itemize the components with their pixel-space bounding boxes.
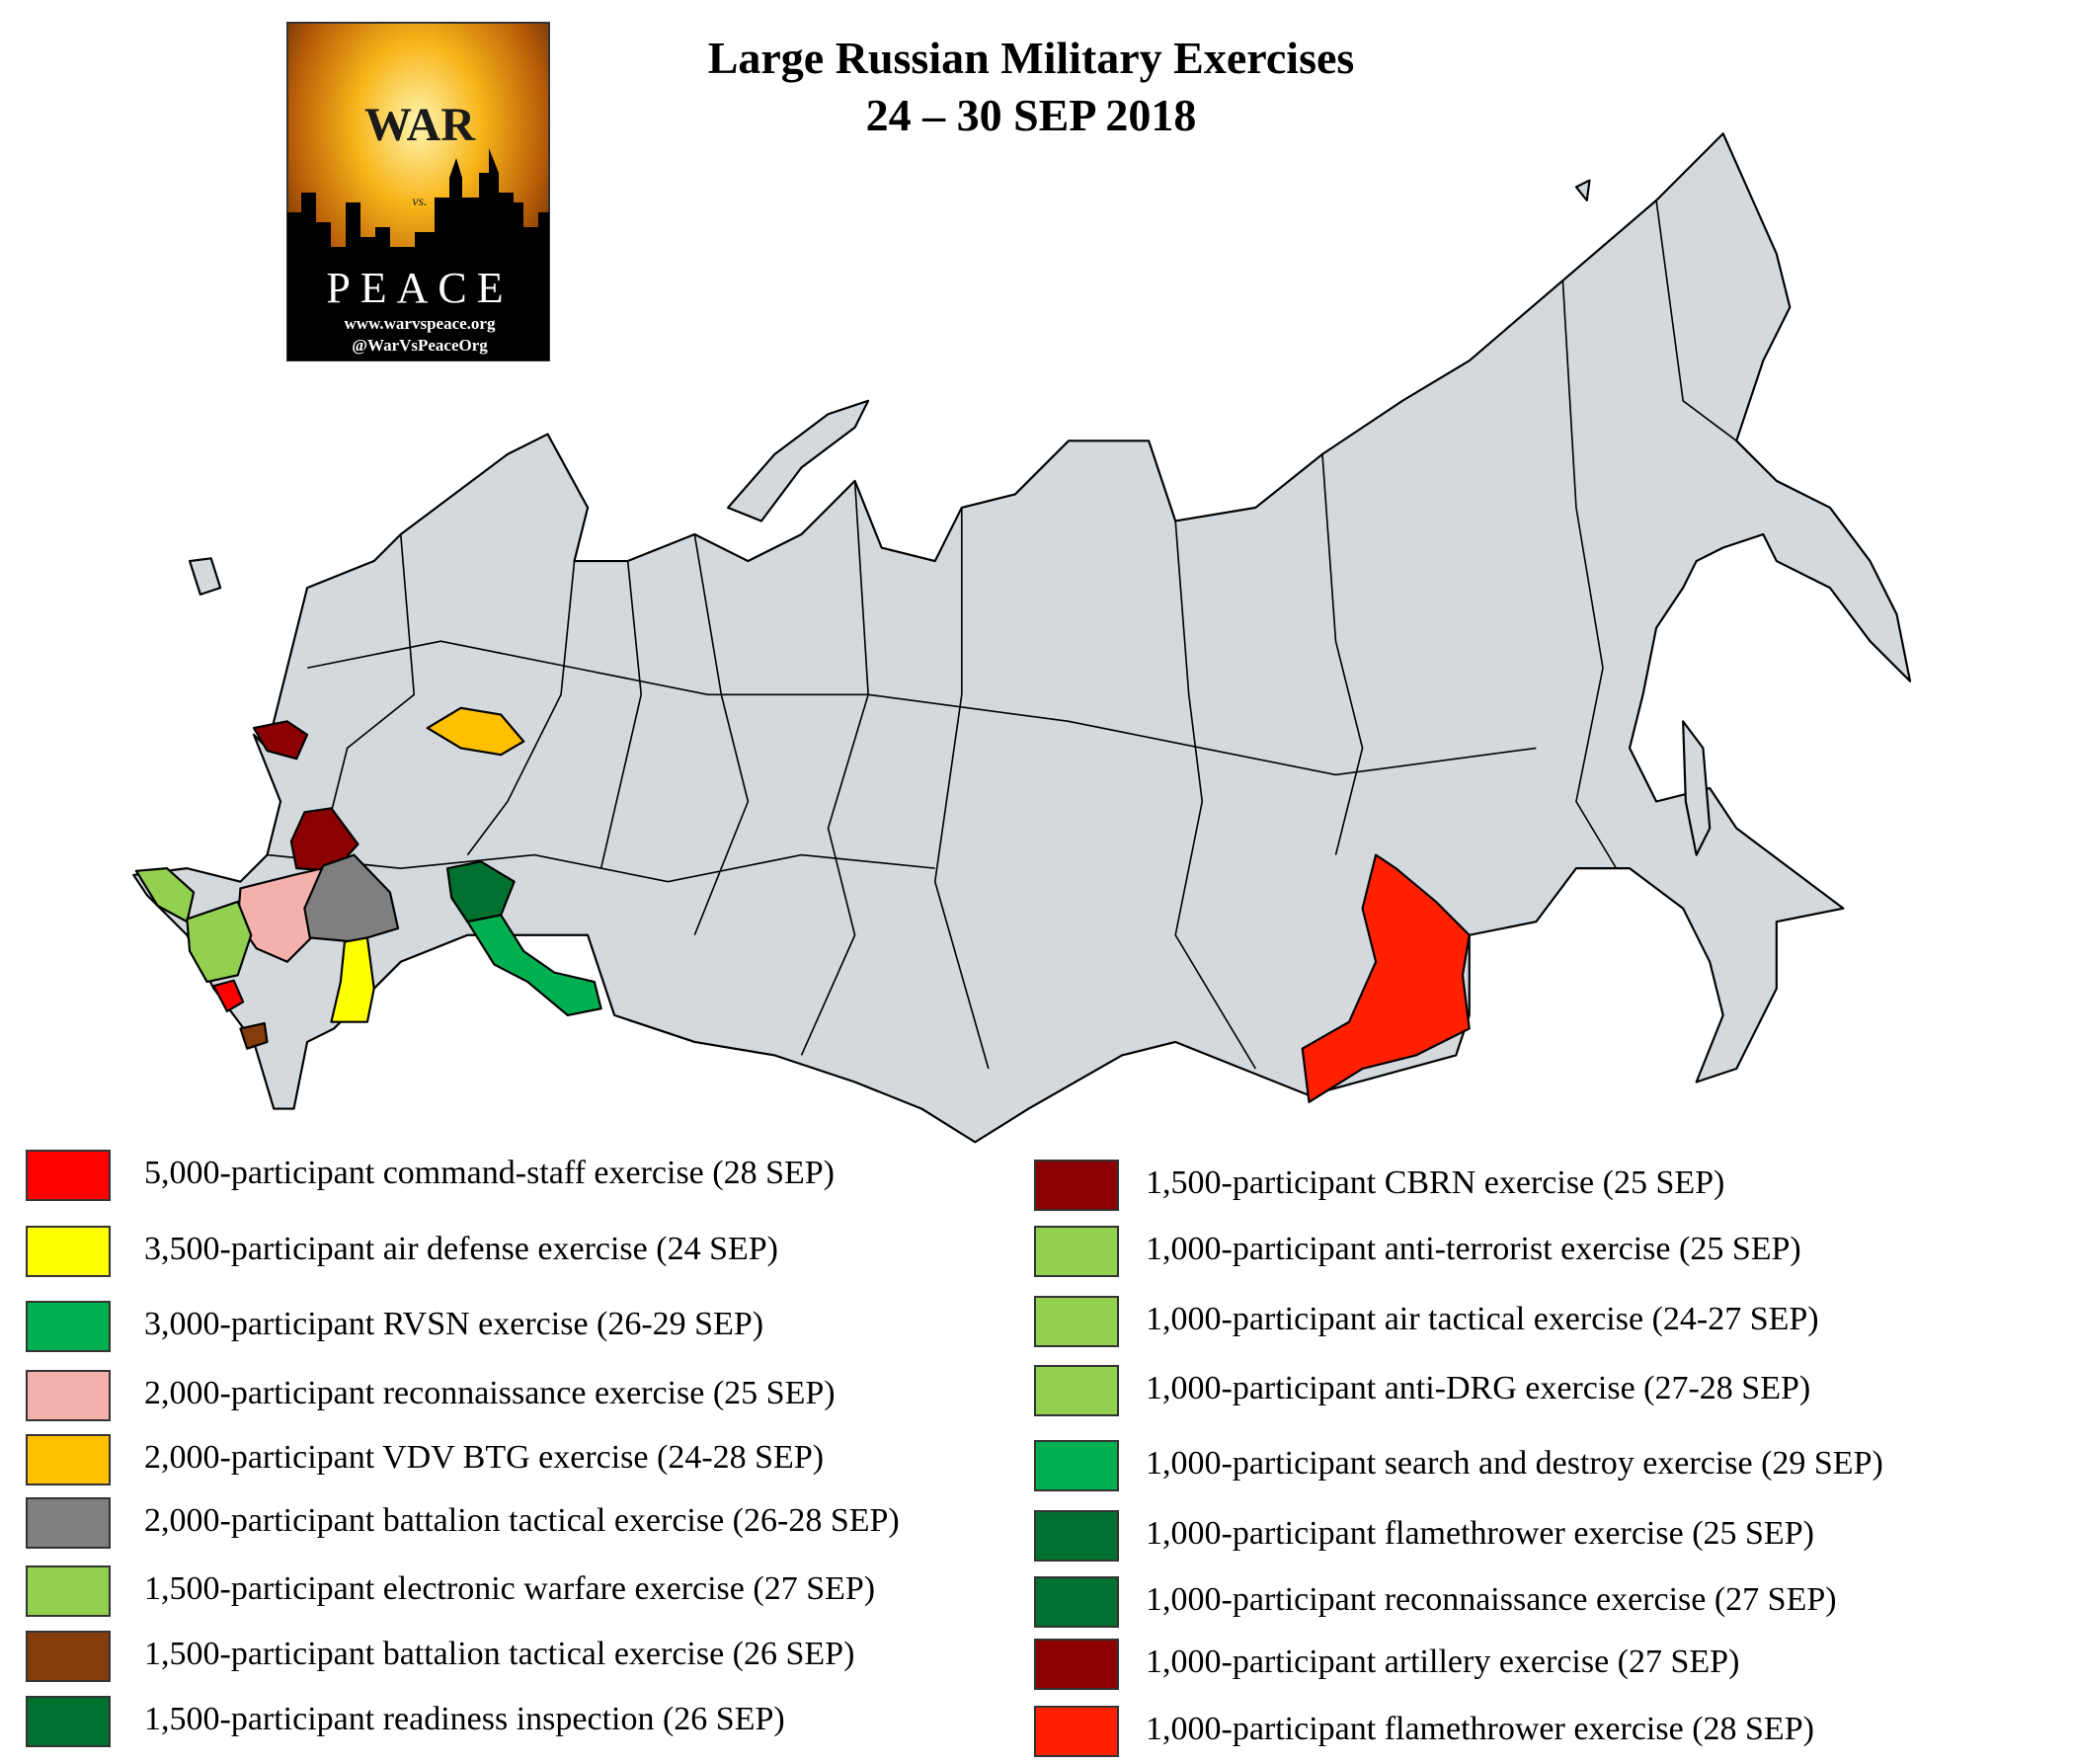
sakhalin	[1682, 720, 1712, 856]
legend-label: 1,500-participant battalion tactical exe…	[144, 1636, 854, 1672]
region	[1301, 853, 1471, 1103]
legend-swatch	[1034, 1576, 1119, 1628]
legend-swatch	[1034, 1226, 1119, 1277]
logo-vs: vs.	[412, 195, 427, 209]
legend-label: 2,000-participant reconnaissance exercis…	[144, 1375, 836, 1411]
region	[252, 720, 309, 761]
region	[239, 1021, 269, 1050]
legend-label: 1,000-participant anti-terrorist exercis…	[1146, 1231, 1801, 1267]
legend-swatch	[1034, 1160, 1119, 1211]
legend-label: 1,500-participant readiness inspection (…	[144, 1701, 785, 1737]
novaya-zemlya	[727, 399, 870, 522]
logo: WAR vs. PEACE www.warvspeace.org @WarVsP…	[286, 22, 550, 361]
legend-swatch	[26, 1226, 111, 1277]
region	[212, 979, 245, 1012]
legend-swatch	[1034, 1510, 1119, 1562]
legend: 5,000-participant command-staff exercise…	[26, 1150, 1883, 1757]
legend-label: 1,000-participant anti-DRG exercise (27-…	[1146, 1370, 1810, 1406]
region	[303, 853, 400, 943]
legend-swatch	[26, 1301, 111, 1352]
legend-label: 3,000-participant RVSN exercise (26-29 S…	[144, 1306, 763, 1342]
legend-label: 1,000-participant artillery exercise (27…	[1146, 1644, 1739, 1680]
region	[186, 900, 253, 984]
logo-war: WAR	[364, 99, 476, 151]
legend-label: 1,000-participant search and destroy exe…	[1146, 1445, 1883, 1482]
subtitle: 24 – 30 SEP 2018	[866, 90, 1197, 140]
legend-label: 1,500-participant electronic warfare exe…	[144, 1570, 875, 1607]
region	[466, 914, 602, 1016]
legend-label: 5,000-participant command-staff exercise…	[144, 1155, 835, 1191]
legend-label: 2,000-participant VDV BTG exercise (24-2…	[144, 1439, 824, 1476]
legend-swatch	[1034, 1296, 1119, 1347]
legend-swatch	[26, 1434, 111, 1485]
region	[330, 936, 375, 1023]
legend-swatch	[26, 1696, 111, 1747]
title: Large Russian Military Exercises	[708, 33, 1355, 83]
region	[426, 706, 525, 757]
logo-url: www.warvspeace.org	[345, 314, 496, 333]
russia	[132, 132, 1912, 1144]
legend-swatch	[26, 1631, 111, 1682]
legend-swatch	[1034, 1440, 1119, 1491]
legend-label: 1,500-participant CBRN exercise (25 SEP)	[1146, 1164, 1724, 1201]
legend-label: 3,500-participant air defense exercise (…	[144, 1231, 778, 1267]
legend-swatch	[26, 1565, 111, 1617]
kamchatka-islands	[1574, 179, 1591, 201]
internal-borders	[267, 200, 1737, 1070]
legend-swatch	[26, 1150, 111, 1201]
legend-swatch	[1034, 1639, 1119, 1690]
legend-label: 1,000-participant flamethrower exercise …	[1146, 1515, 1814, 1552]
map	[132, 132, 1912, 1144]
legend-label: 2,000-participant battalion tactical exe…	[144, 1502, 900, 1539]
legend-label: 1,000-participant reconnaissance exercis…	[1146, 1581, 1837, 1618]
logo-peace: PEACE	[326, 264, 513, 312]
kaliningrad	[188, 557, 222, 596]
legend-label: 1,000-participant air tactical exercise …	[1146, 1301, 1819, 1337]
legend-swatch	[1034, 1706, 1119, 1757]
legend-swatch	[26, 1497, 111, 1549]
legend-label: 1,000-participant flamethrower exercise …	[1146, 1711, 1814, 1747]
logo-handle: @WarVsPeaceOrg	[352, 336, 488, 355]
legend-swatch	[26, 1370, 111, 1421]
region	[134, 867, 196, 923]
legend-swatch	[1034, 1365, 1119, 1416]
